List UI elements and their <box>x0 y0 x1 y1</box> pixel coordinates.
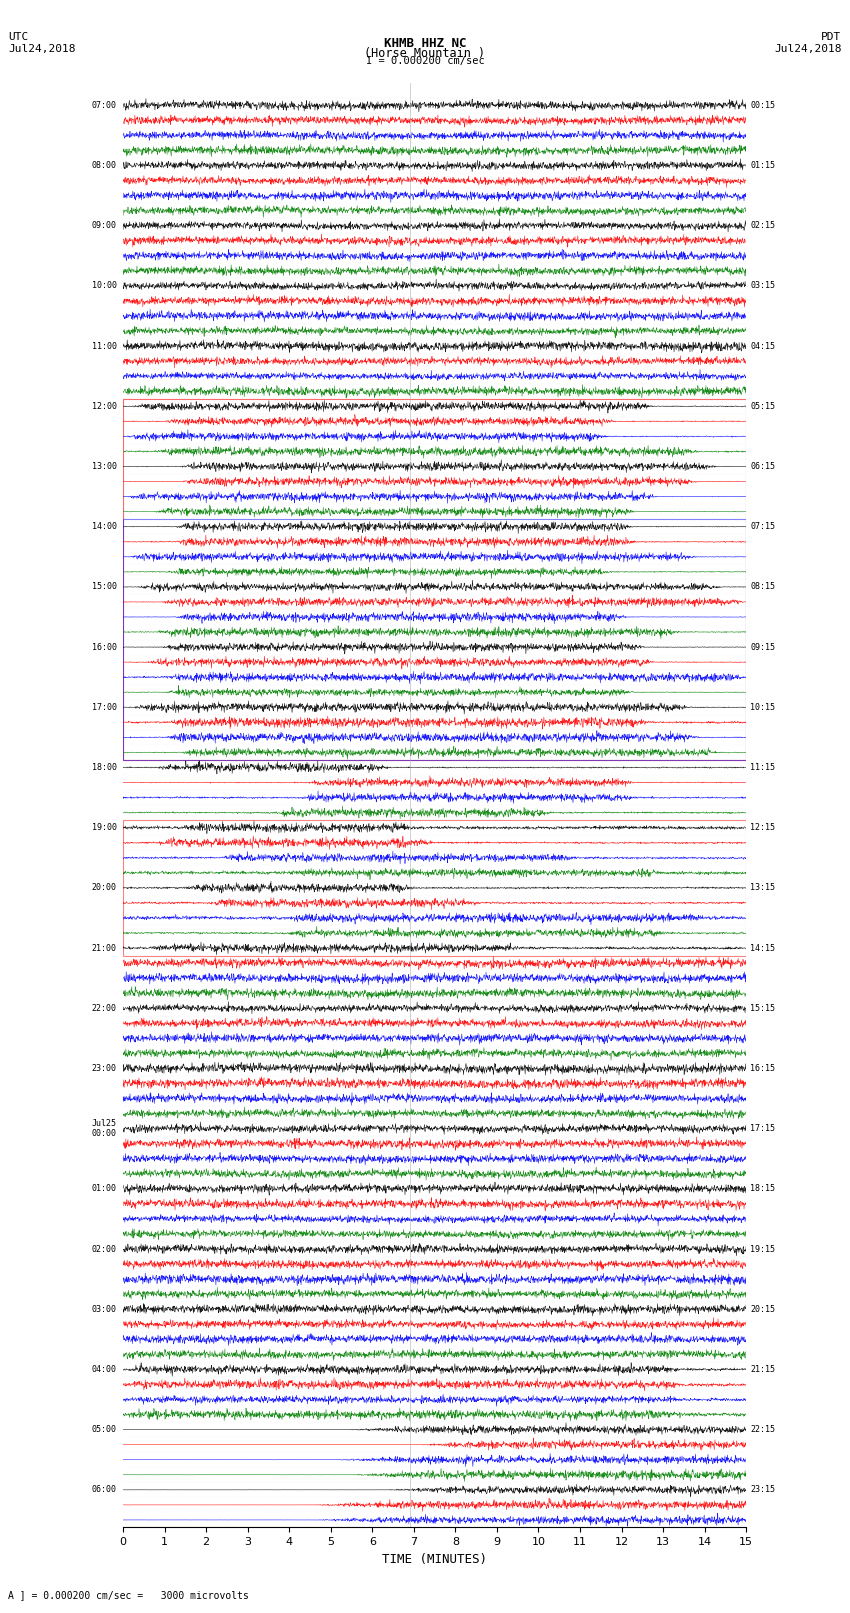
Text: 10:15: 10:15 <box>751 703 775 711</box>
Text: 11:15: 11:15 <box>751 763 775 773</box>
Text: 16:15: 16:15 <box>751 1065 775 1073</box>
Text: 02:00: 02:00 <box>92 1245 116 1253</box>
Bar <box>123 519 746 760</box>
Text: 21:15: 21:15 <box>751 1365 775 1374</box>
Text: 11:00: 11:00 <box>92 342 116 350</box>
Text: 18:15: 18:15 <box>751 1184 775 1194</box>
Text: 15:00: 15:00 <box>92 582 116 592</box>
Text: 18:00: 18:00 <box>92 763 116 773</box>
Text: PDT
Jul24,2018: PDT Jul24,2018 <box>774 32 842 53</box>
Text: 13:00: 13:00 <box>92 461 116 471</box>
Text: 19:00: 19:00 <box>92 823 116 832</box>
Text: 17:00: 17:00 <box>92 703 116 711</box>
Text: 13:15: 13:15 <box>751 884 775 892</box>
Text: 15:15: 15:15 <box>751 1003 775 1013</box>
Text: 14:15: 14:15 <box>751 944 775 953</box>
Text: (Horse Mountain ): (Horse Mountain ) <box>365 47 485 60</box>
Text: 10:00: 10:00 <box>92 281 116 290</box>
Text: 04:15: 04:15 <box>751 342 775 350</box>
Text: 03:00: 03:00 <box>92 1305 116 1313</box>
Text: 07:15: 07:15 <box>751 523 775 531</box>
Text: 20:15: 20:15 <box>751 1305 775 1313</box>
Text: 22:15: 22:15 <box>751 1426 775 1434</box>
Text: 06:00: 06:00 <box>92 1486 116 1494</box>
Text: 22:00: 22:00 <box>92 1003 116 1013</box>
Text: 01:15: 01:15 <box>751 161 775 169</box>
Text: 03:15: 03:15 <box>751 281 775 290</box>
Text: 07:00: 07:00 <box>92 102 116 110</box>
X-axis label: TIME (MINUTES): TIME (MINUTES) <box>382 1553 487 1566</box>
Text: 23:15: 23:15 <box>751 1486 775 1494</box>
Text: 14:00: 14:00 <box>92 523 116 531</box>
Text: 08:15: 08:15 <box>751 582 775 592</box>
Text: 06:15: 06:15 <box>751 461 775 471</box>
Text: 05:00: 05:00 <box>92 1426 116 1434</box>
Text: 17:15: 17:15 <box>751 1124 775 1134</box>
Text: 12:15: 12:15 <box>751 823 775 832</box>
Text: 19:15: 19:15 <box>751 1245 775 1253</box>
Text: 21:00: 21:00 <box>92 944 116 953</box>
Text: 05:15: 05:15 <box>751 402 775 411</box>
Text: 02:15: 02:15 <box>751 221 775 231</box>
Text: 01:00: 01:00 <box>92 1184 116 1194</box>
Text: A ] = 0.000200 cm/sec =   3000 microvolts: A ] = 0.000200 cm/sec = 3000 microvolts <box>8 1590 249 1600</box>
Text: 12:00: 12:00 <box>92 402 116 411</box>
Text: 08:00: 08:00 <box>92 161 116 169</box>
Text: Jul25
00:00: Jul25 00:00 <box>92 1119 116 1139</box>
Text: 00:15: 00:15 <box>751 102 775 110</box>
Text: 23:00: 23:00 <box>92 1065 116 1073</box>
Bar <box>123 819 746 955</box>
Text: 09:15: 09:15 <box>751 642 775 652</box>
Text: 20:00: 20:00 <box>92 884 116 892</box>
Text: 04:00: 04:00 <box>92 1365 116 1374</box>
Text: I = 0.000200 cm/sec: I = 0.000200 cm/sec <box>366 56 484 66</box>
Text: KHMB HHZ NC: KHMB HHZ NC <box>383 37 467 50</box>
Text: 16:00: 16:00 <box>92 642 116 652</box>
Bar <box>123 398 746 760</box>
Text: 09:00: 09:00 <box>92 221 116 231</box>
Text: UTC
Jul24,2018: UTC Jul24,2018 <box>8 32 76 53</box>
